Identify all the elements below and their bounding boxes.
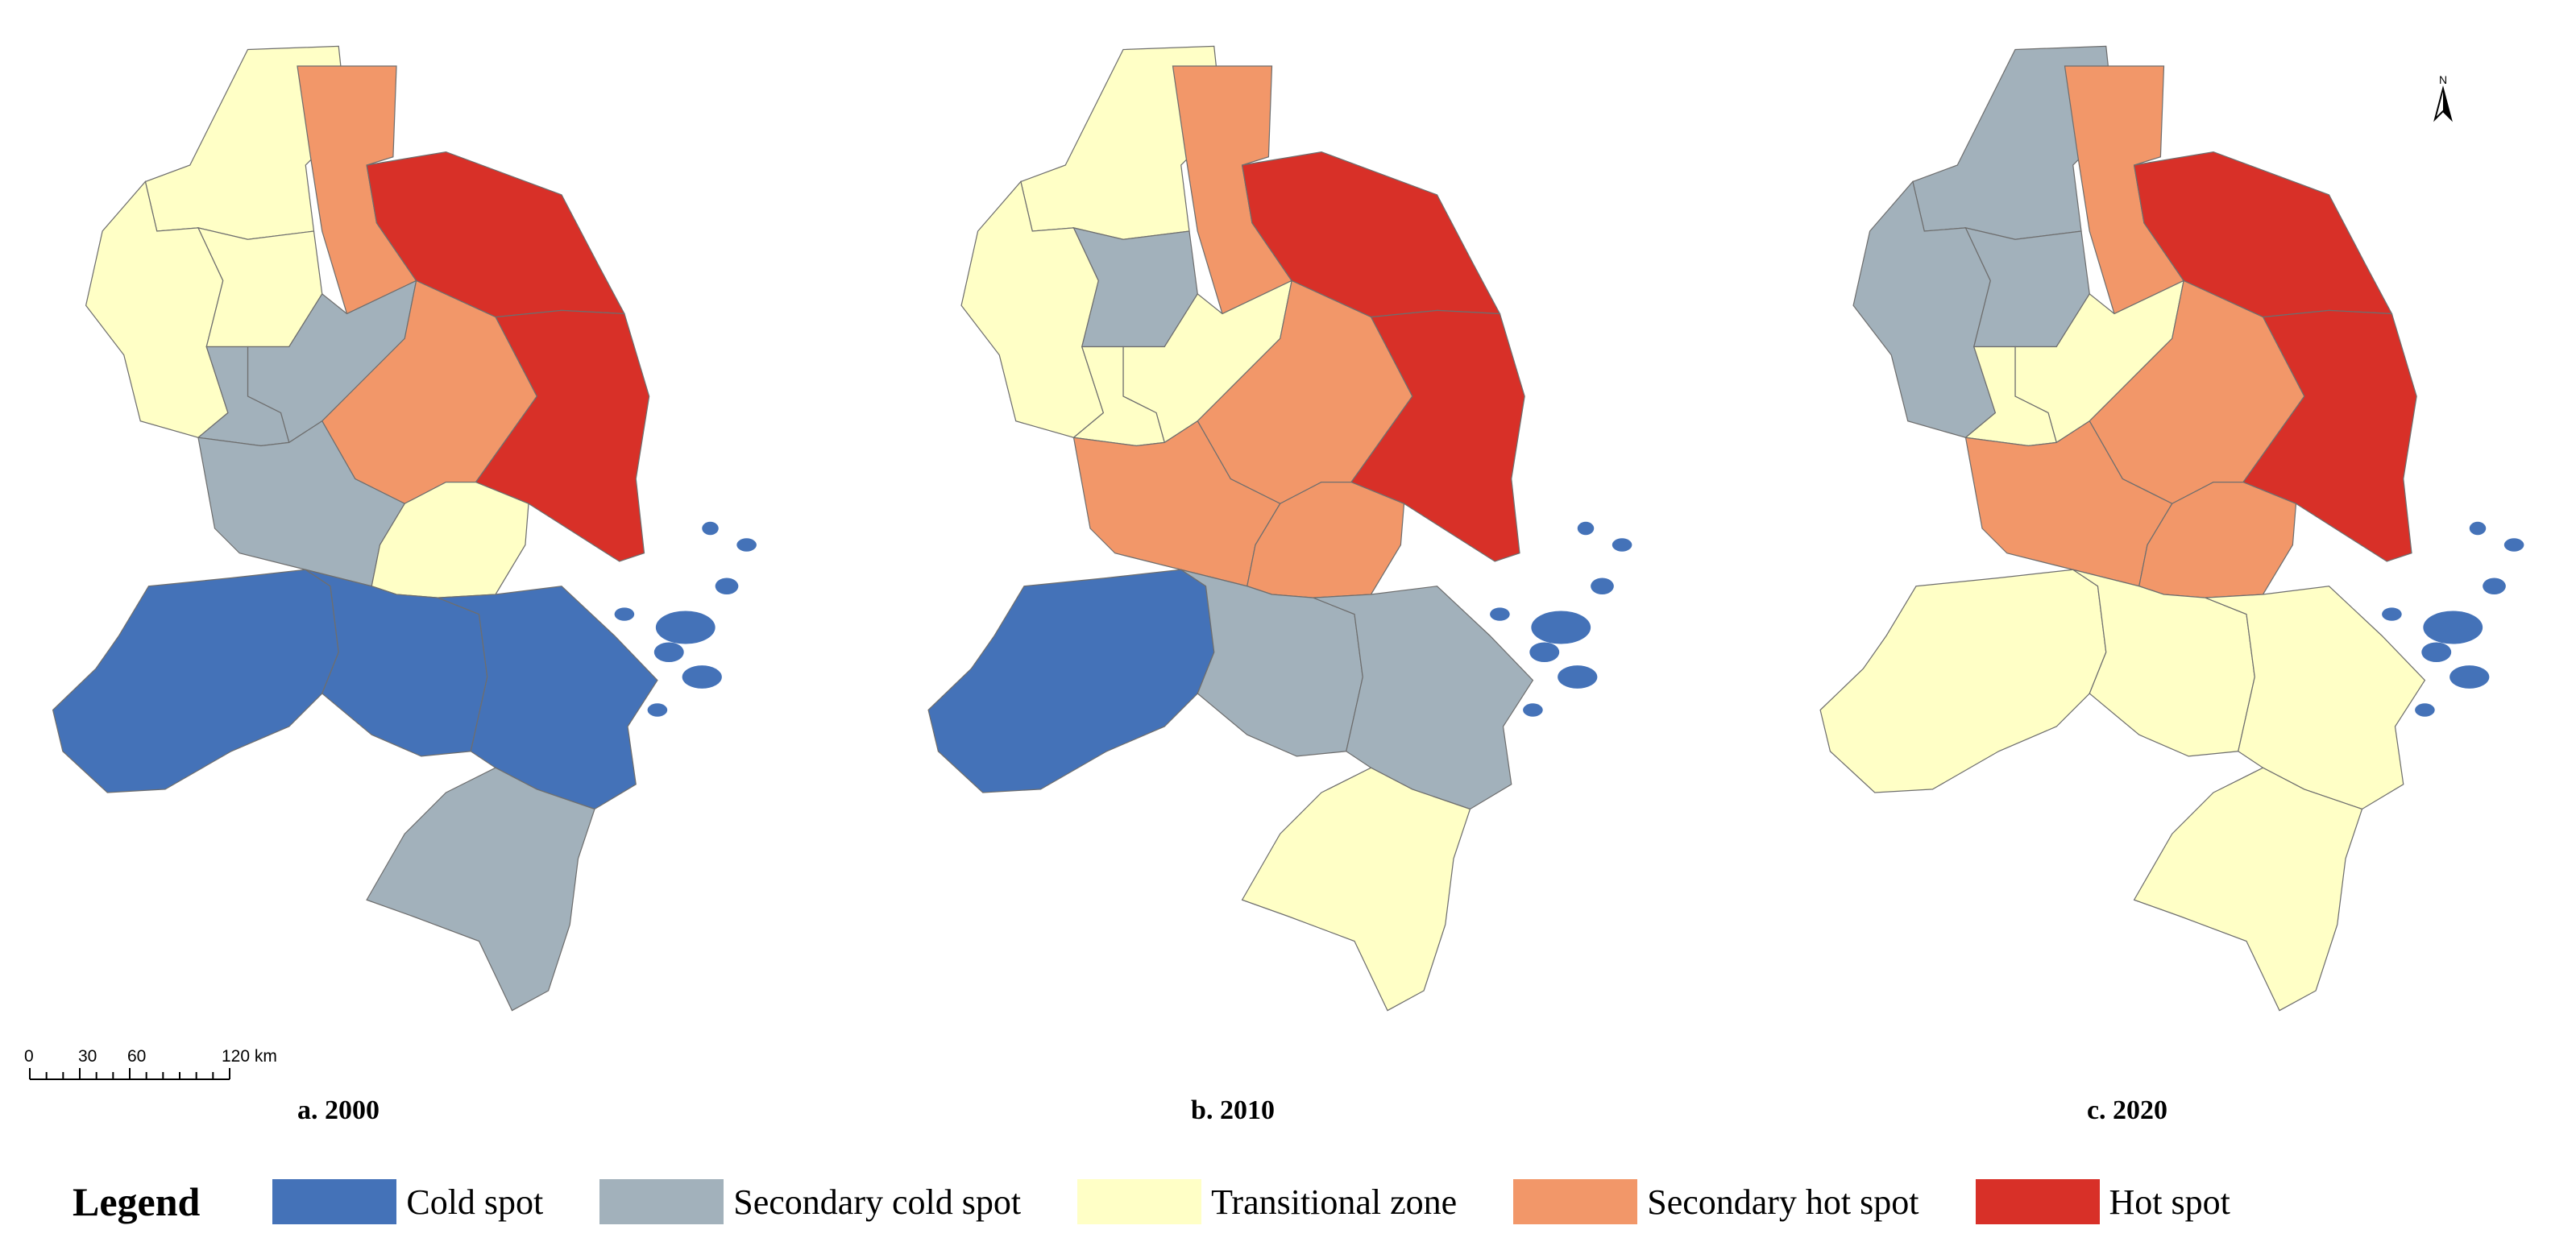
island-6: [1523, 703, 1543, 717]
island-0: [1531, 611, 1591, 644]
legend-label-secondary-cold-spot: Secondary cold spot: [733, 1182, 1022, 1222]
scale-label-30: 30: [78, 1047, 97, 1066]
legend-item-secondary-cold-spot: Secondary cold spot: [599, 1179, 1021, 1224]
scale-label-120: 120 km: [222, 1047, 277, 1066]
legend-label-secondary-hot-spot: Secondary hot spot: [1647, 1182, 1919, 1222]
island-5: [1577, 521, 1595, 536]
north-label: N: [2439, 73, 2447, 86]
island-4: [1612, 538, 1632, 552]
island-0: [655, 611, 716, 644]
map-panel-0: [52, 45, 757, 1012]
panel-caption-2010: b. 2010: [1191, 1095, 1275, 1125]
island-4: [2503, 538, 2524, 552]
north-arrow-icon: N: [2433, 73, 2453, 122]
region-s_e: [1313, 586, 1534, 810]
scale-bar: 0 30 60 120 km: [24, 1047, 277, 1080]
legend-label-transitional-zone: Transitional zone: [1211, 1182, 1458, 1222]
legend-item-transitional-zone: Transitional zone: [1077, 1179, 1457, 1224]
region-s_w: [52, 569, 339, 793]
region-s_e: [2205, 586, 2426, 810]
region-s_e: [438, 586, 658, 810]
island-5: [702, 521, 719, 536]
island-5: [2469, 521, 2487, 536]
island-3: [2483, 578, 2506, 594]
region-south: [366, 767, 595, 1012]
legend-item-cold-spot: Cold spot: [272, 1179, 543, 1224]
island-4: [736, 538, 757, 552]
island-2: [1529, 642, 1560, 663]
legend-item-hot-spot: Hot spot: [1975, 1179, 2230, 1224]
legend: Legend Cold spot Secondary cold spot Tra…: [73, 1176, 2287, 1228]
island-7: [2382, 607, 2402, 621]
region-s_w: [927, 569, 1215, 793]
island-6: [2415, 703, 2435, 717]
region-south: [2133, 767, 2363, 1012]
island-2: [653, 642, 684, 663]
legend-label-cold-spot: Cold spot: [406, 1182, 544, 1222]
island-1: [1558, 665, 1598, 689]
legend-title: Legend: [73, 1179, 201, 1224]
island-2: [2421, 642, 2452, 663]
scale-label-60: 60: [127, 1047, 146, 1066]
legend-label-hot-spot: Hot spot: [2109, 1182, 2230, 1222]
legend-swatch-hot-spot: [1975, 1179, 2100, 1224]
panel-caption-2020: c. 2020: [2086, 1095, 2168, 1125]
legend-swatch-secondary-cold-spot: [599, 1179, 724, 1224]
island-3: [715, 578, 739, 594]
island-7: [614, 607, 635, 621]
region-south: [1241, 767, 1471, 1012]
island-3: [1591, 578, 1614, 594]
panel-caption-2000: a. 2000: [297, 1095, 380, 1125]
island-6: [647, 703, 668, 717]
legend-swatch-secondary-hot-spot: [1513, 1179, 1638, 1224]
island-1: [682, 665, 722, 689]
legend-item-secondary-hot-spot: Secondary hot spot: [1513, 1179, 1919, 1224]
island-7: [1490, 607, 1510, 621]
island-0: [2423, 611, 2483, 644]
scale-label-0: 0: [24, 1047, 34, 1066]
map-panel-2: [1819, 45, 2524, 1012]
region-s_w: [1819, 569, 2107, 793]
map-panel-1: [927, 45, 1632, 1012]
island-1: [2449, 665, 2490, 689]
legend-swatch-transitional-zone: [1077, 1179, 1202, 1224]
legend-swatch-cold-spot: [272, 1179, 397, 1224]
